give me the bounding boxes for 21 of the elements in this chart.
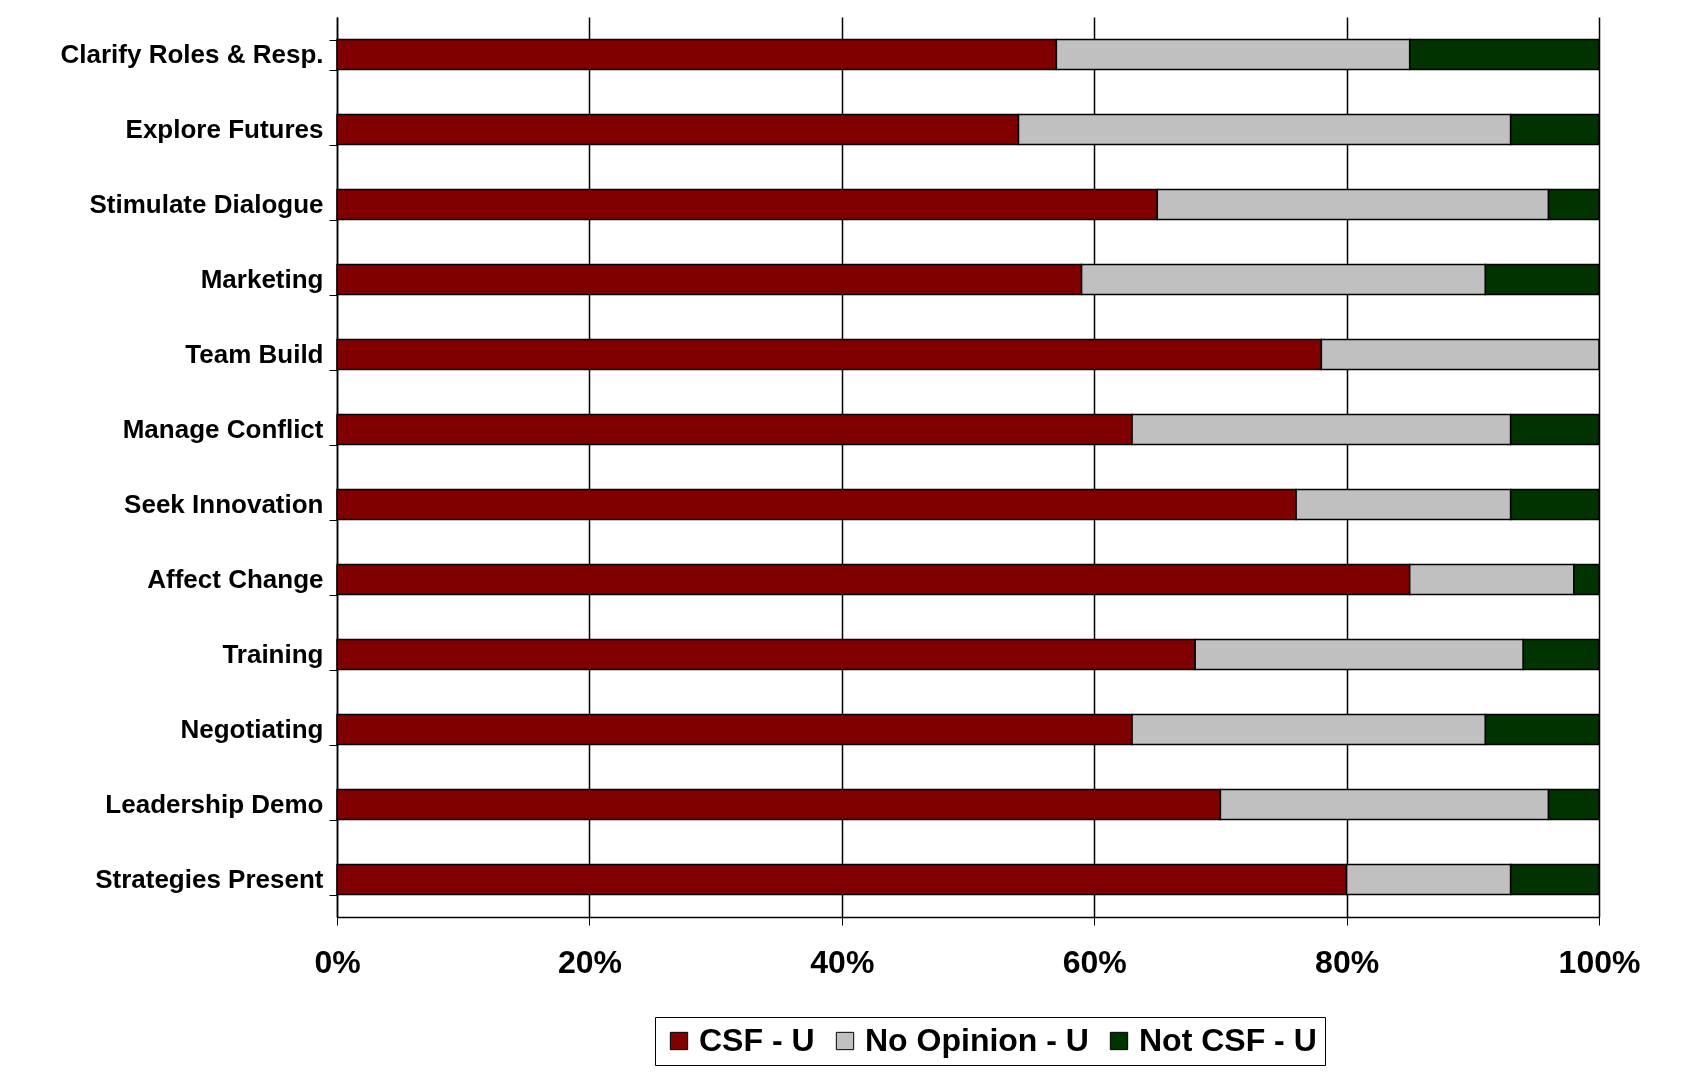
y-tick-label: Stimulate Dialogue [89, 189, 324, 219]
x-tick-label: 0% [314, 943, 361, 980]
y-tick-label: Clarify Roles & Resp. [60, 39, 324, 69]
legend-label: Not CSF - U [1139, 1022, 1317, 1058]
y-tick-label: Leadership Demo [105, 789, 324, 819]
y-tick-label: Strategies Present [95, 864, 324, 894]
y-tick-label: Team Build [185, 339, 324, 369]
y-tick-label: Negotiating [180, 714, 324, 744]
y-tick-label: Affect Change [147, 564, 324, 594]
y-tick-label: Training [222, 639, 324, 669]
x-tick-label: 60% [1062, 943, 1127, 980]
legend-label: No Opinion - U [865, 1022, 1089, 1058]
x-tick-label: 20% [557, 943, 622, 980]
y-tick-label: Manage Conflict [122, 414, 324, 444]
y-tick-label: Seek Innovation [124, 489, 324, 519]
x-tick-label: 40% [810, 943, 875, 980]
x-tick-label: 100% [1558, 943, 1641, 980]
x-tick-label: 80% [1315, 943, 1380, 980]
y-tick-label: Explore Futures [125, 114, 324, 144]
y-tick-label: Marketing [200, 264, 324, 294]
legend-label: CSF - U [699, 1022, 815, 1058]
